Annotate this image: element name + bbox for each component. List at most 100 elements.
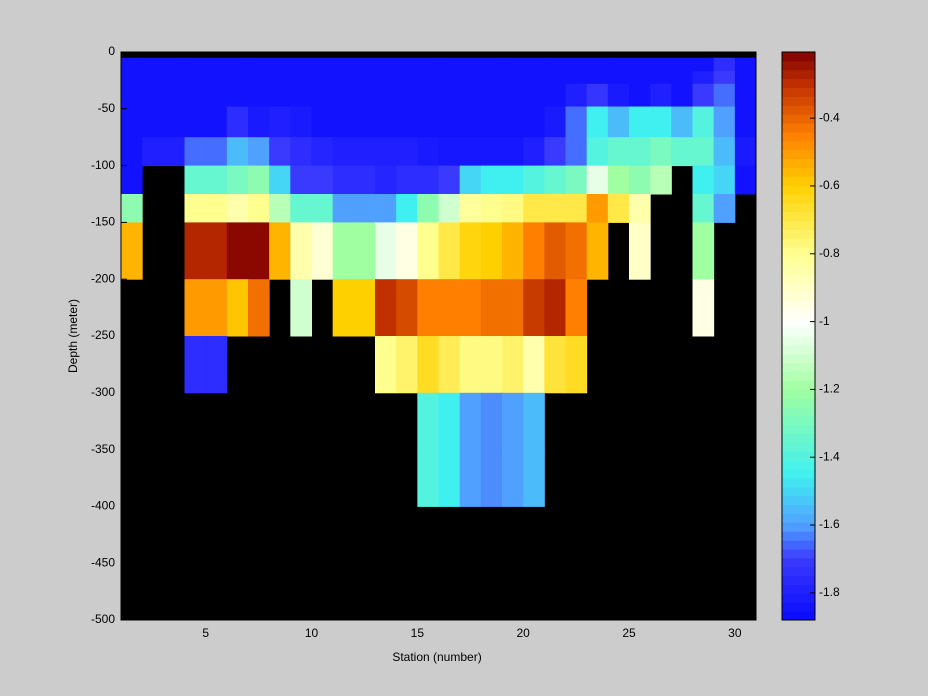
heatmap-cell	[523, 71, 545, 85]
heatmap-cell	[311, 137, 334, 167]
colorbar-band	[782, 247, 815, 257]
colorbar-band	[782, 327, 815, 337]
heatmap-cell	[311, 57, 334, 72]
heatmap-cell	[353, 83, 376, 108]
heatmap-cell	[734, 137, 757, 167]
colorbar-band	[782, 407, 815, 417]
y-tick-label: -250	[91, 328, 115, 342]
heatmap-cell	[671, 71, 693, 85]
heatmap-cell	[607, 194, 630, 223]
heatmap-cell	[692, 194, 715, 223]
colorbar-band	[782, 158, 815, 168]
heatmap-cell	[523, 83, 545, 108]
heatmap-cell	[544, 165, 566, 195]
heatmap-cell	[417, 336, 439, 394]
heatmap-cell	[353, 165, 376, 195]
heatmap-cell	[629, 71, 651, 85]
heatmap-cell	[713, 83, 736, 108]
heatmap-cell	[142, 57, 164, 72]
colorbar-band	[782, 513, 815, 523]
heatmap-cell	[311, 71, 334, 85]
heatmap-cell	[396, 83, 418, 108]
heatmap-cell	[734, 57, 757, 72]
heatmap-cell	[205, 137, 228, 167]
heatmap-cell	[121, 83, 143, 108]
colorbar-band	[782, 415, 815, 426]
heatmap-cell	[629, 137, 651, 167]
heatmap-cell	[396, 137, 418, 167]
colorbar-band	[782, 194, 815, 204]
heatmap-cell	[544, 83, 566, 108]
heatmap-cell	[290, 57, 312, 72]
heatmap-cell	[565, 222, 588, 280]
heatmap-cell	[459, 165, 482, 195]
heatmap-cell	[269, 165, 291, 195]
heatmap-cell	[311, 194, 334, 223]
heatmap-cell	[713, 71, 736, 85]
colorbar-band	[782, 557, 815, 568]
heatmap-cell	[459, 279, 482, 337]
heatmap-cell	[459, 83, 482, 108]
heatmap-cell	[226, 83, 249, 108]
colorbar-band	[782, 202, 815, 213]
heatmap-cell	[184, 83, 207, 108]
colorbar-band	[782, 309, 815, 319]
colorbar-band	[782, 87, 815, 97]
heatmap-cell	[205, 165, 228, 195]
heatmap-cell	[417, 279, 439, 337]
heatmap-cell	[502, 336, 524, 394]
heatmap-cell	[480, 165, 503, 195]
heatmap-cell	[459, 71, 482, 85]
heatmap-cell	[332, 106, 355, 138]
colorbar-band	[782, 211, 815, 222]
heatmap-cell	[332, 57, 355, 72]
y-tick-label: -300	[91, 385, 115, 399]
heatmap-cell	[226, 222, 249, 280]
heatmap-cell	[375, 106, 397, 138]
heatmap-cell	[713, 106, 736, 138]
colorbar-band	[782, 273, 815, 284]
heatmap-cell	[629, 106, 651, 138]
heatmap-cell	[332, 194, 355, 223]
colorbar-band	[782, 602, 815, 612]
heatmap-cell	[523, 57, 545, 72]
colorbar-band	[782, 344, 815, 355]
heatmap-cell	[184, 57, 207, 72]
heatmap-cell	[375, 71, 397, 85]
x-tick-label: 25	[622, 626, 636, 640]
heatmap-cell	[650, 83, 672, 108]
heatmap-cell	[290, 194, 312, 223]
colorbar-band	[782, 60, 815, 71]
heatmap-cell	[311, 222, 334, 280]
heatmap-cell	[269, 57, 291, 72]
colorbar-band	[782, 265, 815, 275]
colorbar-band	[782, 238, 815, 248]
heatmap-cell	[459, 392, 482, 451]
heatmap-cell	[734, 71, 757, 85]
colorbar-band	[782, 52, 815, 62]
heatmap-cell	[607, 71, 630, 85]
heatmap-cell	[650, 106, 672, 138]
heatmap-cell	[121, 137, 143, 167]
heatmap-cell	[438, 336, 461, 394]
heatmap-cell	[248, 137, 270, 167]
heatmap-cell	[121, 57, 143, 72]
heatmap-cell	[565, 71, 588, 85]
heatmap-cell	[502, 194, 524, 223]
heatmap-cell	[544, 336, 566, 394]
heatmap-cell	[375, 336, 397, 394]
colorbar-band	[782, 176, 815, 186]
heatmap-cell	[565, 106, 588, 138]
heatmap-cell	[290, 71, 312, 85]
heatmap-cell	[692, 83, 715, 108]
heatmap-cell	[480, 137, 503, 167]
heatmap-cell	[332, 165, 355, 195]
heatmap-cell	[142, 106, 164, 138]
heatmap-cell	[629, 57, 651, 72]
heatmap-cell	[248, 165, 270, 195]
heatmap-cell	[248, 57, 270, 72]
heatmap-cell	[226, 279, 249, 337]
heatmap-cell	[163, 57, 185, 72]
heatmap-cell	[375, 137, 397, 167]
heatmap-cell	[671, 57, 693, 72]
